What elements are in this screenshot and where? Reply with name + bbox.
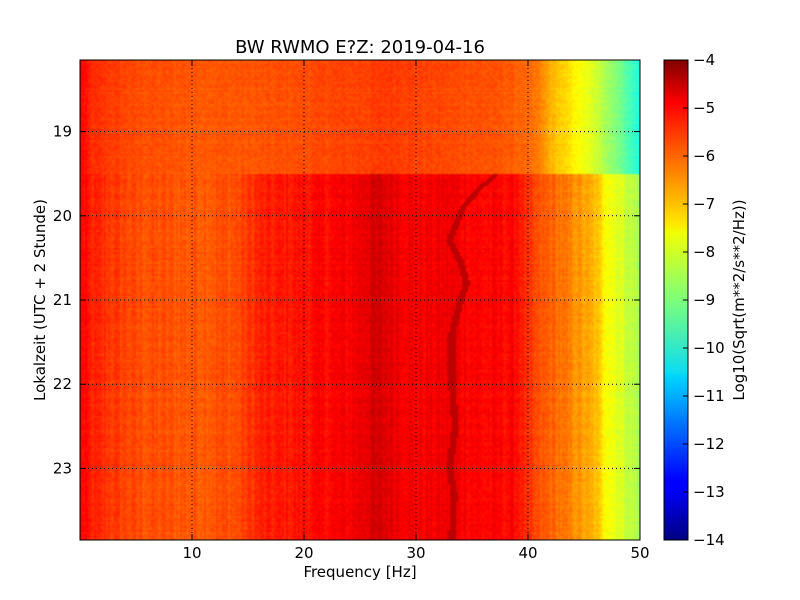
colorbar: −4 −5 −6 −7 −8 −9 −10 −11 −12 −13 −14 Log10(Sqrt(m… bbox=[663, 51, 748, 549]
x-axis-label: Frequency [Hz] bbox=[303, 563, 416, 581]
plot-area: 10 20 30 40 50 19 20 21 22 23 bbox=[53, 59, 650, 562]
y-tick-label: 23 bbox=[53, 459, 72, 477]
colorbar-tick-label: −4 bbox=[693, 51, 715, 69]
colorbar-tick-label: −9 bbox=[693, 291, 715, 309]
chart-title: BW RWMO E?Z: 2019-04-16 bbox=[235, 37, 485, 58]
y-axis-label: Lokalzeit (UTC + 2 Stunde) bbox=[31, 199, 49, 401]
x-tick-label: 10 bbox=[182, 544, 201, 562]
x-axis: 10 20 30 40 50 bbox=[182, 60, 650, 562]
colorbar-label: Log10(Sqrt(m**2/s**2/Hz)) bbox=[730, 199, 748, 400]
colorbar-tick-label: −7 bbox=[693, 195, 715, 213]
colorbar-ticks: −4 −5 −6 −7 −8 −9 −10 −11 −12 −13 −14 bbox=[683, 51, 725, 549]
x-tick-label: 40 bbox=[518, 544, 537, 562]
x-tick-label: 20 bbox=[294, 544, 313, 562]
y-tick-label: 20 bbox=[53, 207, 72, 225]
y-tick-label: 19 bbox=[53, 123, 72, 141]
y-axis: 19 20 21 22 23 bbox=[53, 123, 640, 477]
y-tick-label: 22 bbox=[53, 375, 72, 393]
colorbar-tick-label: −12 bbox=[693, 435, 725, 453]
colorbar-tick-label: −8 bbox=[693, 243, 715, 261]
grid-lines bbox=[80, 60, 640, 540]
x-tick-label: 30 bbox=[406, 544, 425, 562]
colorbar-tick-label: −13 bbox=[693, 483, 725, 501]
colorbar-tick-label: −14 bbox=[693, 531, 725, 549]
colorbar-tick-label: −10 bbox=[693, 339, 725, 357]
y-tick-label: 21 bbox=[53, 291, 72, 309]
colorbar-tick-label: −6 bbox=[693, 147, 715, 165]
x-tick-label: 50 bbox=[630, 544, 649, 562]
colorbar-tick-label: −5 bbox=[693, 99, 715, 117]
colorbar-tick-label: −11 bbox=[693, 387, 725, 405]
